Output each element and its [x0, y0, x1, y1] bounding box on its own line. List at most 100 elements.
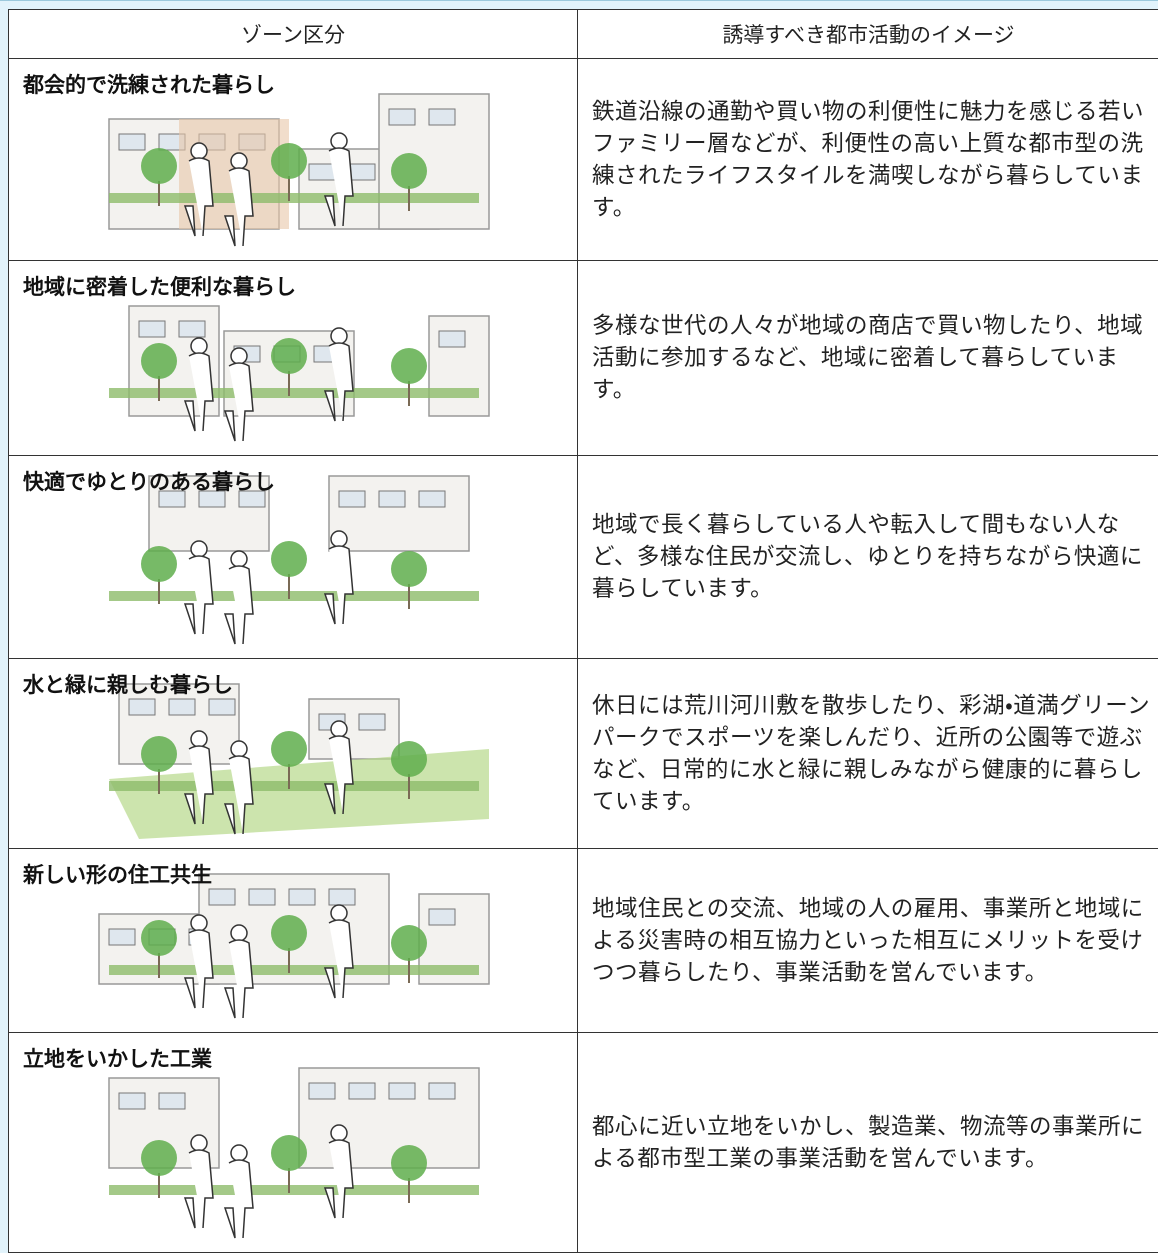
person-head — [231, 348, 247, 364]
zone-title: 地域に密着した便利な暮らし — [23, 271, 296, 301]
hedge — [109, 388, 479, 398]
table-row: 水と緑に親しむ暮らし休日には荒川河川敷を散歩したり、彩湖・道満グリーンパークでス… — [9, 659, 1158, 849]
tree — [391, 741, 427, 777]
window — [439, 331, 465, 347]
tree — [391, 153, 427, 189]
person-head — [191, 143, 207, 159]
window — [429, 109, 455, 125]
window — [329, 889, 355, 905]
window — [309, 1083, 335, 1099]
person-body — [225, 566, 253, 644]
zone-description: 鉄道沿線の通勤や買い物の利便性に魅力を感じる若いファミリー層などが、利便性の高い… — [578, 59, 1158, 261]
hedge — [109, 193, 479, 203]
person-head — [191, 541, 207, 557]
window — [249, 889, 275, 905]
tree — [271, 1135, 307, 1171]
person-head — [191, 731, 207, 747]
window — [419, 491, 445, 507]
zone-description: 地域で長く暮らしている人や転入して間もない人など、多様な住民が交流し、ゆとりを持… — [578, 456, 1158, 659]
window — [429, 1083, 455, 1099]
window — [379, 491, 405, 507]
tree — [271, 915, 307, 951]
person-body — [325, 546, 353, 624]
window — [209, 889, 235, 905]
person-head — [331, 905, 347, 921]
window — [309, 164, 335, 180]
hedge — [109, 965, 479, 975]
zone-cell: 都会的で洗練された暮らし — [9, 59, 578, 261]
tree — [271, 541, 307, 577]
person-head — [191, 915, 207, 931]
tree — [141, 920, 177, 956]
table-row: 都会的で洗練された暮らし 鉄道沿線の通勤や買い物の利便性に魅力を感じる若いファミリ… — [9, 59, 1158, 261]
tree — [271, 731, 307, 767]
zone-description: 休日には荒川河川敷を散歩したり、彩湖・道満グリーンパークでスポーツを楽しんだり、… — [578, 659, 1158, 849]
person-head — [191, 1135, 207, 1151]
window — [359, 714, 385, 730]
person-head — [191, 338, 207, 354]
zone-title: 快適でゆとりのある暮らし — [23, 466, 275, 496]
person-head — [231, 551, 247, 567]
person-head — [331, 133, 347, 149]
window — [429, 909, 455, 925]
zone-title: 都会的で洗練された暮らし — [23, 69, 275, 99]
tree — [141, 736, 177, 772]
window — [289, 889, 315, 905]
person-head — [331, 531, 347, 547]
zone-description: 多様な世代の人々が地域の商店で買い物したり、地域活動に参加するなど、地域に密着し… — [578, 261, 1158, 456]
table-row: 地域に密着した便利な暮らし 多様な世代の人々が地域の商店で買い物したり、地域活動に… — [9, 261, 1158, 456]
window — [119, 1093, 145, 1109]
table-row: 新しい形の住工共生地域住民との交流、地域の人の雇用、事業所と地域による災害時の相… — [9, 849, 1158, 1033]
tree — [391, 1145, 427, 1181]
tree — [141, 546, 177, 582]
tree — [391, 348, 427, 384]
header-cell: 誘導すべき都市活動のイメージ — [578, 10, 1158, 59]
header-row: ゾーン区分 誘導すべき都市活動のイメージ — [9, 10, 1158, 59]
window — [159, 1093, 185, 1109]
window — [349, 1083, 375, 1099]
zone-cell: 水と緑に親しむ暮らし — [9, 659, 578, 849]
window — [349, 164, 375, 180]
zone-cell: 快適でゆとりのある暮らし — [9, 456, 578, 659]
zone-cell: 新しい形の住工共生 — [9, 849, 578, 1033]
header-cell: ゾーン区分 — [9, 10, 578, 59]
person-head — [231, 741, 247, 757]
table-row: 快適でゆとりのある暮らし 地域で長く暮らしている人や転入して間もない人など、多様な… — [9, 456, 1158, 659]
window — [179, 321, 205, 337]
window — [109, 929, 135, 945]
person-head — [231, 925, 247, 941]
person-head — [331, 1125, 347, 1141]
tree — [271, 143, 307, 179]
window — [119, 134, 145, 150]
window — [139, 321, 165, 337]
table-body: 都会的で洗練された暮らし 鉄道沿線の通勤や買い物の利便性に魅力を感じる若いファミリ… — [9, 59, 1158, 1253]
tree — [141, 148, 177, 184]
window — [339, 491, 365, 507]
window — [169, 699, 195, 715]
person-head — [231, 153, 247, 169]
zone-title: 新しい形の住工共生 — [23, 859, 212, 889]
building — [329, 476, 469, 551]
zone-cell: 立地をいかした工業 — [9, 1033, 578, 1253]
zone-title: 立地をいかした工業 — [23, 1043, 212, 1073]
person-head — [331, 721, 347, 737]
window — [389, 109, 415, 125]
table-row: 立地をいかした工業都心に近い立地をいかし、製造業、物流等の事業所による都市型工業… — [9, 1033, 1158, 1253]
hedge — [109, 1185, 479, 1195]
hedge — [109, 781, 479, 791]
zone-cell: 地域に密着した便利な暮らし — [9, 261, 578, 456]
tree — [271, 338, 307, 374]
person-head — [331, 328, 347, 344]
person-body — [225, 1160, 253, 1238]
tree — [141, 343, 177, 379]
tree — [391, 925, 427, 961]
zone-table: ゾーン区分 誘導すべき都市活動のイメージ 都会的で洗練された暮らし 鉄道沿線の通勤… — [8, 9, 1158, 1253]
tree — [141, 1140, 177, 1176]
window — [209, 699, 235, 715]
tree — [391, 551, 427, 587]
hedge — [109, 591, 479, 601]
window — [389, 1083, 415, 1099]
window — [129, 699, 155, 715]
person-head — [231, 1145, 247, 1161]
